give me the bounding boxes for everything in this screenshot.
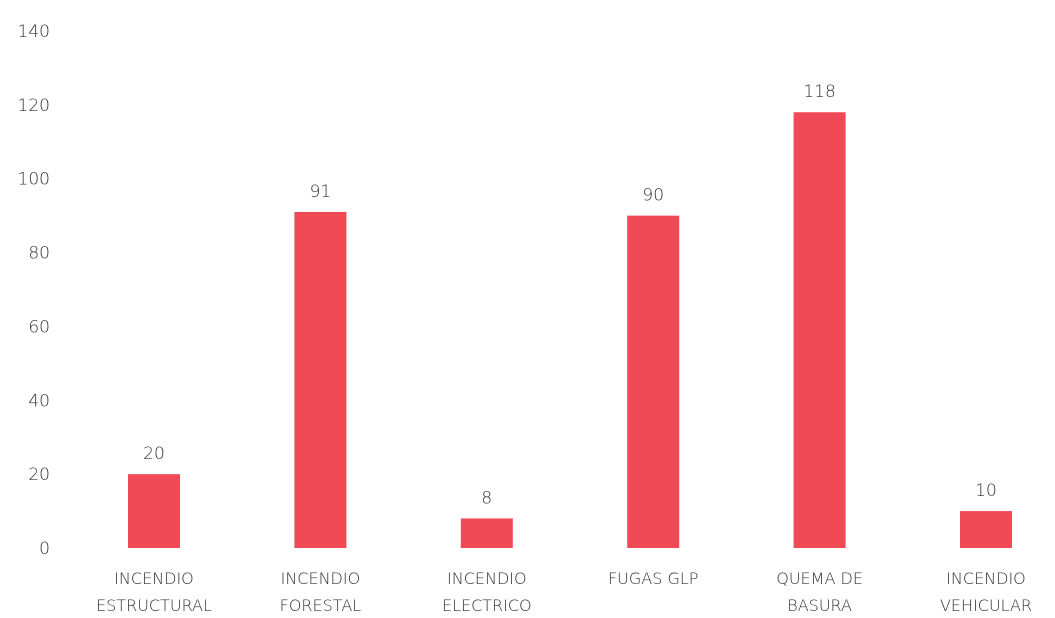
bar-value-label: 20 xyxy=(143,444,165,464)
y-tick-label: 0 xyxy=(39,539,50,559)
category-label: FORESTAL xyxy=(280,596,362,615)
category-label: BASURA xyxy=(787,596,852,615)
y-tick-label: 100 xyxy=(18,170,50,190)
bar-value-label: 8 xyxy=(481,488,492,508)
bar xyxy=(294,211,347,548)
y-tick-label: 60 xyxy=(28,317,50,337)
y-tick-label: 80 xyxy=(28,244,50,264)
bar xyxy=(960,511,1012,548)
bars xyxy=(128,112,1012,548)
category-label: INCENDIO xyxy=(946,569,1026,588)
category-label: VEHICULAR xyxy=(940,596,1032,615)
y-tick-label: 20 xyxy=(28,465,50,485)
category-label: FUGAS GLP xyxy=(608,569,698,588)
bar-value-label: 90 xyxy=(642,186,664,206)
bar xyxy=(793,112,846,548)
category-label: ESTRUCTURAL xyxy=(96,596,212,615)
x-axis-labels: INCENDIO ESTRUCTURAL INCENDIO FORESTAL INCEN… xyxy=(96,569,1032,615)
category-label: INCENDIO xyxy=(114,569,194,588)
y-tick-label: 120 xyxy=(18,96,50,116)
category-label: INCENDIO xyxy=(447,569,527,588)
bar xyxy=(128,474,180,548)
bar-value-label: 118 xyxy=(803,82,835,102)
bar-value-label: 91 xyxy=(310,182,332,202)
bar xyxy=(627,215,680,548)
bar-value-label: 10 xyxy=(975,481,997,501)
bar xyxy=(460,518,513,548)
category-label: INCENDIO xyxy=(281,569,361,588)
y-axis-ticks: 0 20 40 60 80 100 120 140 xyxy=(18,22,50,559)
y-tick-label: 40 xyxy=(28,391,50,411)
category-label: QUEMA DE xyxy=(776,569,863,588)
category-label: ELECTRICO xyxy=(442,596,532,615)
data-labels: 20 91 8 90 118 10 xyxy=(143,82,997,508)
y-tick-label: 140 xyxy=(18,22,50,42)
